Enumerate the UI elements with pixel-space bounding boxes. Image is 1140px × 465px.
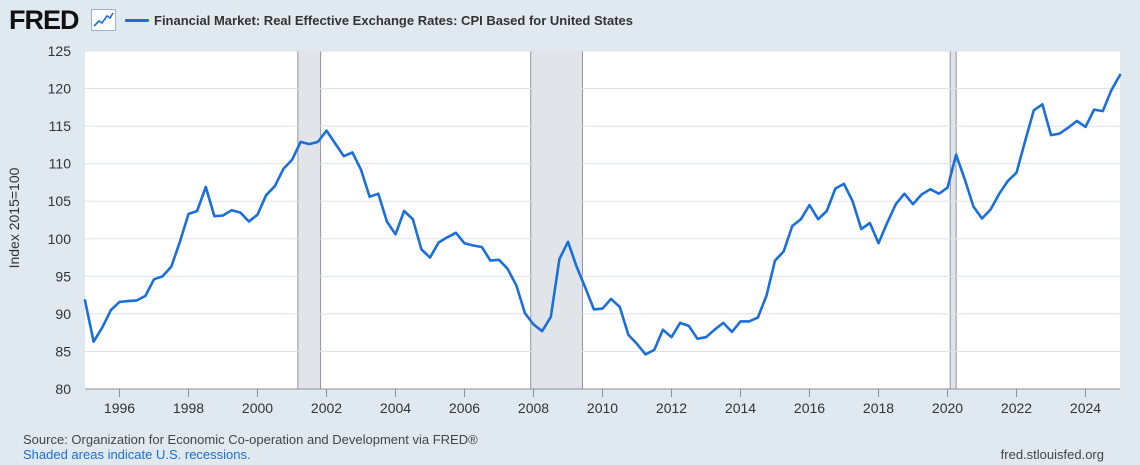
x-tick-label: 2024	[1070, 400, 1101, 416]
line-chart: 80 85 90 95 100 105 110 115 120 125 1996 1998 2000 20…	[48, 43, 1122, 416]
x-tick-label: 2002	[311, 400, 342, 416]
y-tick-label: 110	[49, 156, 72, 172]
x-tick-label: 2004	[380, 400, 411, 416]
y-tick-label: 80	[55, 381, 71, 397]
legend-swatch	[125, 18, 149, 22]
recession-band	[530, 50, 583, 390]
recession-note: Shaded areas indicate U.S. recessions.	[23, 447, 251, 462]
fred-logo[interactable]: FRED	[9, 5, 79, 35]
x-tick-label: 2018	[863, 400, 894, 416]
x-tick-label: 1996	[104, 400, 135, 416]
series-line	[83, 73, 1122, 356]
y-tick-label: 90	[55, 306, 71, 322]
source-text: Source: Organization for Economic Co-ope…	[23, 432, 478, 447]
legend-label[interactable]: Financial Market: Real Effective Exchang…	[154, 12, 633, 28]
y-tick-label: 85	[55, 343, 71, 359]
recession-band	[949, 50, 957, 390]
y-tick-label: 105	[48, 193, 72, 209]
y-tick-label: 120	[48, 81, 72, 97]
fred-credit[interactable]: fred.stlouisfed.org	[1000, 447, 1104, 462]
y-tick-label: 100	[48, 231, 72, 247]
x-tick-label: 1998	[173, 400, 204, 416]
trend-line-icon	[91, 9, 116, 31]
x-tick-label: 2000	[242, 400, 273, 416]
chart-legend: Financial Market: Real Effective Exchang…	[125, 12, 633, 28]
x-tick-label: 2022	[1001, 400, 1032, 416]
recession-band	[297, 50, 322, 390]
x-tick-label: 2014	[725, 400, 756, 416]
x-tick-label: 2008	[518, 400, 549, 416]
y-tick-label: 95	[55, 268, 71, 284]
y-tick-label: 125	[48, 43, 72, 59]
x-tick-label: 2016	[794, 400, 825, 416]
x-tick-label: 2020	[932, 400, 963, 416]
x-tick-label: 2006	[449, 400, 480, 416]
x-tick-label: 2010	[587, 400, 618, 416]
header: FRED Financial Market: Real Effective Ex…	[0, 0, 1140, 40]
y-tick-label: 115	[49, 118, 72, 134]
source-note: Source: Organization for Economic Co-ope…	[23, 432, 478, 462]
x-tick-label: 2012	[656, 400, 687, 416]
plot-area	[85, 51, 1120, 389]
